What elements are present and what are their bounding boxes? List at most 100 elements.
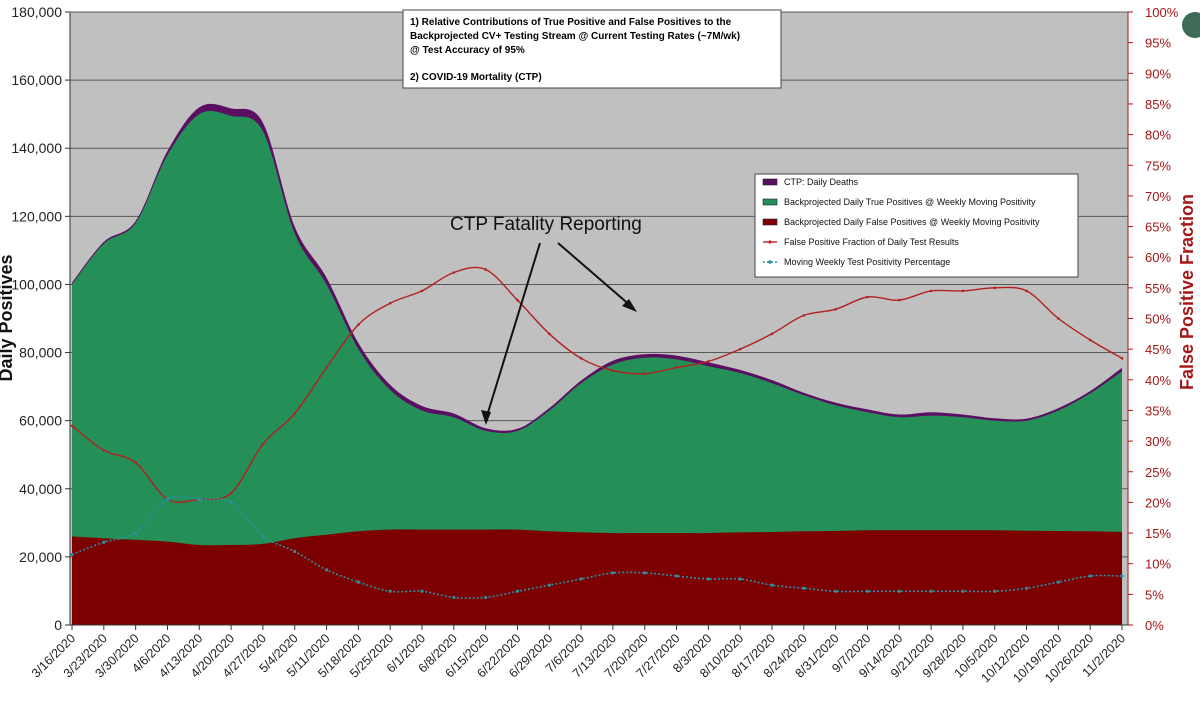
point-false-positive-fraction <box>675 366 678 369</box>
note-line-4: 2) COVID-19 Mortality (CTP) <box>410 72 542 83</box>
point-weekly-positivity <box>197 497 201 501</box>
point-false-positive-fraction <box>70 424 74 428</box>
legend-swatch <box>762 218 778 226</box>
point-weekly-positivity <box>706 577 710 581</box>
area-true-positives <box>72 111 1122 626</box>
right-tick-label: 0% <box>1145 618 1164 633</box>
point-weekly-positivity <box>802 586 806 590</box>
point-false-positive-fraction <box>738 347 742 351</box>
point-weekly-positivity <box>420 589 424 593</box>
point-weekly-positivity <box>261 534 265 538</box>
annotation-text: CTP Fatality Reporting <box>450 214 642 235</box>
right-tick-label: 15% <box>1145 526 1171 541</box>
point-false-positive-fraction <box>325 366 328 369</box>
legend-item-ctp-daily-deaths: CTP: Daily Deaths <box>762 177 859 187</box>
annotation-arrowhead-right <box>622 299 637 312</box>
right-tick-label: 20% <box>1145 495 1171 510</box>
point-false-positive-fraction <box>134 461 137 464</box>
left-tick-label: 80,000 <box>19 345 62 361</box>
point-false-positive-fraction <box>547 332 551 336</box>
point-false-positive-fraction <box>102 448 106 452</box>
line-weekly-positivity <box>71 495 1123 599</box>
point-false-positive-fraction <box>993 286 997 290</box>
point-weekly-positivity <box>929 589 933 593</box>
point-false-positive-fraction <box>261 442 265 446</box>
note-line-2: Backprojected CV+ Testing Stream @ Curre… <box>410 31 740 42</box>
area-series <box>72 103 1122 626</box>
point-false-positive-fraction <box>1025 289 1028 293</box>
annotation-arrow-left <box>485 242 541 420</box>
right-tick-label: 45% <box>1145 342 1171 357</box>
right-tick-label: 60% <box>1145 250 1171 265</box>
left-tick-label: 100,000 <box>11 276 62 292</box>
point-false-positive-fraction <box>293 412 297 415</box>
point-weekly-positivity <box>452 595 456 600</box>
point-false-positive-fraction <box>802 314 806 317</box>
point-weekly-positivity <box>1056 580 1060 584</box>
annotation-arrow-right <box>557 242 633 308</box>
right-tick-label: 70% <box>1145 189 1171 204</box>
point-weekly-positivity <box>1088 574 1092 578</box>
right-tick-label: 90% <box>1145 66 1171 81</box>
point-weekly-positivity <box>738 577 742 581</box>
legend-label: False Positive Fraction of Daily Test Re… <box>784 237 959 247</box>
legend-label: Backprojected Daily False Positives @ We… <box>784 217 1040 227</box>
point-weekly-positivity <box>293 549 297 554</box>
left-tick-label: 140,000 <box>11 140 62 156</box>
point-weekly-positivity <box>134 531 138 535</box>
left-axis-ticks: 0 20,000 40,000 60,000 80,000 100,000 120,000 1… <box>11 4 70 633</box>
right-tick-label: 40% <box>1145 373 1171 388</box>
note-line-1: 1) Relative Contributions of True Positi… <box>410 17 732 28</box>
point-weekly-positivity <box>579 577 583 581</box>
note-box: 1) Relative Contributions of True Positi… <box>402 9 782 89</box>
point-weekly-positivity <box>897 589 901 593</box>
point-weekly-positivity <box>674 574 679 578</box>
point-false-positive-fraction <box>707 360 710 363</box>
point-false-positive-fraction <box>357 323 360 326</box>
legend-swatch <box>762 198 778 206</box>
point-weekly-positivity <box>547 583 551 587</box>
note-line-3: @ Test Accuracy of 95% <box>410 45 525 56</box>
left-tick-label: 180,000 <box>11 4 62 20</box>
left-tick-label: 120,000 <box>11 208 62 224</box>
point-weekly-positivity <box>388 589 392 593</box>
fatality-annotation: CTP Fatality Reporting <box>450 214 642 425</box>
point-false-positive-fraction <box>834 308 837 311</box>
y-axis-label-left: Daily Positives <box>0 254 16 381</box>
right-tick-label: 75% <box>1145 158 1171 173</box>
right-tick-label: 95% <box>1145 36 1171 51</box>
point-weekly-positivity <box>324 568 329 572</box>
point-false-positive-fraction <box>1088 338 1092 342</box>
right-tick-label: 50% <box>1145 312 1171 327</box>
point-false-positive-fraction <box>929 289 933 293</box>
area-false-positives <box>72 529 1122 625</box>
point-false-positive-fraction <box>897 298 901 302</box>
right-axis-ticks: 0% 5% 10% 15% 20% 25% 30% 35% 40% 45% 50% 55% 60% 65%… <box>1128 5 1179 633</box>
point-false-positive-fraction <box>866 295 869 299</box>
line-false-positive-fraction <box>71 266 1123 504</box>
legend-marker <box>768 260 772 264</box>
left-tick-label: 40,000 <box>19 481 62 497</box>
legend-item-backprojected-daily-false-positives-weekly-moving-positivity: Backprojected Daily False Positives @ We… <box>762 217 1040 227</box>
right-tick-label: 35% <box>1145 403 1171 418</box>
point-false-positive-fraction <box>611 369 615 372</box>
legend-label: Moving Weekly Test Positivity Percentage <box>784 257 950 267</box>
right-tick-label: 100% <box>1145 5 1179 20</box>
point-false-positive-fraction <box>452 271 456 274</box>
point-weekly-positivity <box>102 540 106 544</box>
legend-item-false-positive-fraction-of-daily-test-results: False Positive Fraction of Daily Test Re… <box>763 237 959 247</box>
point-weekly-positivity <box>961 589 965 593</box>
right-tick-label: 85% <box>1145 97 1171 112</box>
point-weekly-positivity <box>770 583 774 587</box>
point-weekly-positivity <box>643 571 647 575</box>
legend-item-backprojected-daily-true-positives-weekly-moving-positivity: Backprojected Daily True Positives @ Wee… <box>762 197 1036 207</box>
point-false-positive-fraction <box>643 372 647 375</box>
legend-label: CTP: Daily Deaths <box>784 177 859 187</box>
left-tick-label: 160,000 <box>11 72 62 88</box>
point-weekly-positivity <box>515 589 520 593</box>
legend-swatch <box>762 178 778 186</box>
right-tick-label: 5% <box>1145 587 1164 602</box>
point-weekly-positivity <box>484 595 488 600</box>
corner-badge <box>1182 12 1200 38</box>
